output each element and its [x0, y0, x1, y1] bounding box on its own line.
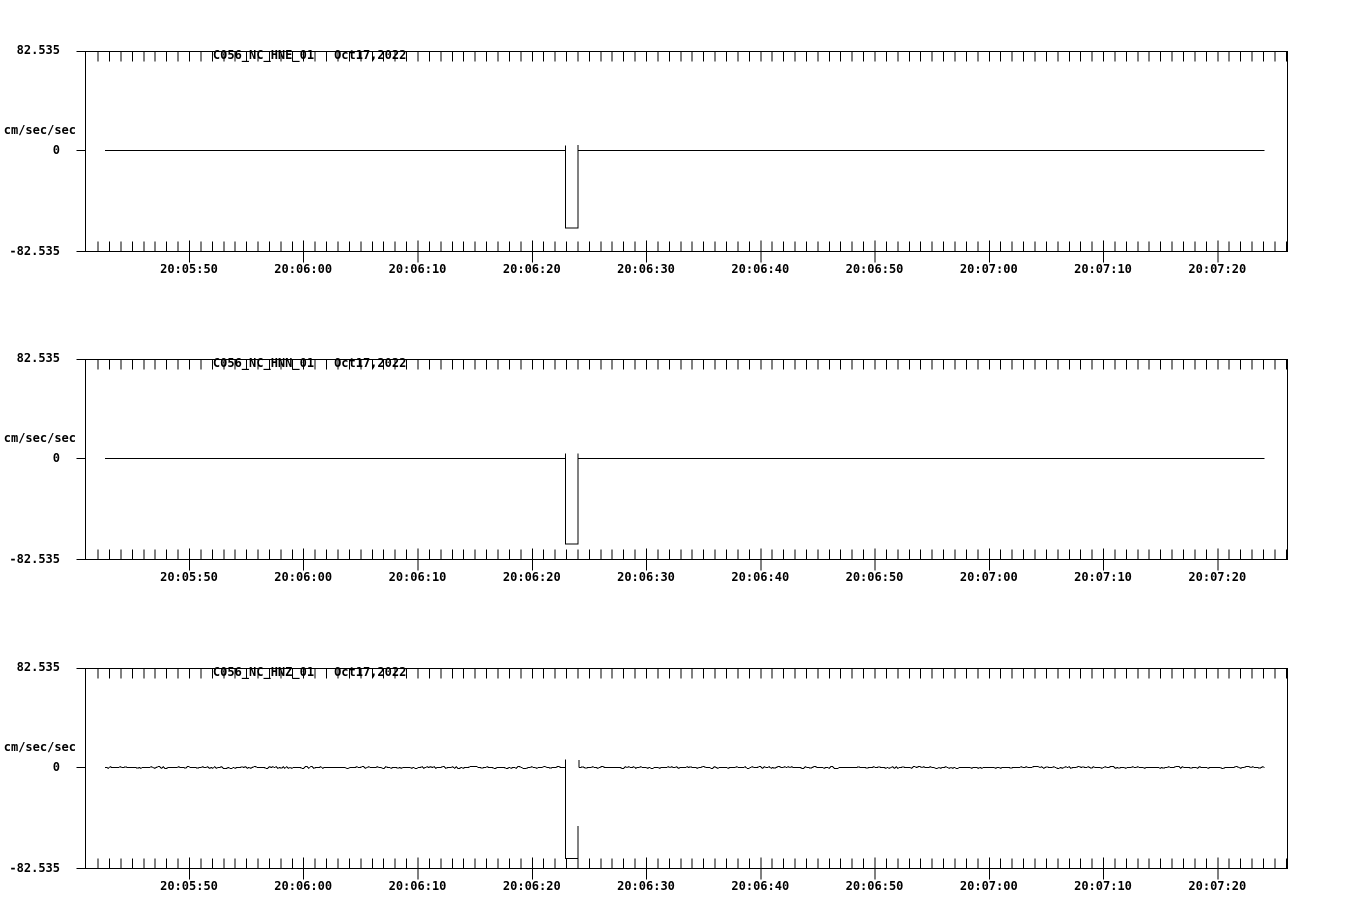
y-axis-zero-label: 0	[52, 451, 60, 465]
time-tick-label: 20:06:10	[388, 262, 447, 276]
y-axis-max-label: 82.535	[16, 351, 60, 365]
seismogram-panel-hne: C056_NC_HNE_01 Oct17,2022 82.535 cm/sec/s…	[0, 44, 1358, 291]
plot-frame	[86, 669, 1288, 869]
time-tick-label: 20:06:30	[617, 879, 675, 893]
major-time-ticks	[190, 549, 1218, 571]
waveform-trace	[105, 145, 1265, 228]
time-tick-label: 20:06:40	[731, 570, 790, 584]
time-tick-label: 20:05:50	[160, 262, 218, 276]
waveform-trace	[579, 767, 1265, 769]
time-tick-label: 20:07:20	[1188, 879, 1247, 893]
time-tick-label: 20:06:30	[617, 262, 675, 276]
major-time-ticks	[190, 241, 1218, 263]
time-tick-label: 20:06:10	[388, 879, 447, 893]
plot-frame	[86, 360, 1288, 560]
y-axis-max-label: 82.535	[16, 660, 60, 674]
y-axis-min-label: -82.535	[9, 244, 60, 258]
time-tick-label: 20:07:00	[959, 262, 1018, 276]
y-axis-min-label: -82.535	[9, 552, 60, 566]
time-tick-label: 20:07:00	[959, 879, 1018, 893]
time-tick-label: 20:06:40	[731, 879, 790, 893]
time-tick-label: 20:07:00	[959, 570, 1018, 584]
time-tick-label: 20:06:20	[502, 879, 561, 893]
waveform-trace	[565, 760, 578, 859]
time-tick-label: 20:06:10	[388, 570, 447, 584]
amplitude-ticks	[77, 669, 86, 869]
amplitude-ticks	[77, 360, 86, 560]
time-tick-label: 20:07:10	[1074, 262, 1132, 276]
panel-title: C056_NC_HNZ_01 Oct17,2022	[184, 651, 406, 679]
y-axis-max-label: 82.535	[16, 43, 60, 57]
minor-time-ticks	[98, 360, 1286, 560]
waveform-trace	[105, 454, 1265, 545]
time-tick-label: 20:06:00	[274, 262, 333, 276]
time-tick-label: 20:07:10	[1074, 570, 1132, 584]
waveform-trace	[105, 767, 565, 769]
y-axis-min-label: -82.535	[9, 861, 60, 875]
waveform-plot-hnn	[85, 359, 1287, 575]
panel-title: C056_NC_HNE_01 Oct17,2022	[184, 34, 406, 62]
time-tick-label: 20:07:20	[1188, 570, 1247, 584]
waveform-plot-hnz	[85, 668, 1287, 884]
time-tick-label: 20:06:50	[845, 879, 904, 893]
y-axis-zero-label: 0	[52, 143, 60, 157]
time-tick-label: 20:07:10	[1074, 879, 1132, 893]
time-tick-label: 20:05:50	[160, 570, 218, 584]
amplitude-ticks	[77, 52, 86, 252]
y-axis-zero-label: 0	[52, 760, 60, 774]
panel-title: C056_NC_HNN_01 Oct17,2022	[184, 342, 406, 370]
plot-frame	[86, 52, 1288, 252]
minor-time-ticks	[98, 52, 1286, 252]
minor-time-ticks	[98, 669, 1286, 869]
time-tick-label: 20:07:20	[1188, 262, 1247, 276]
seismogram-panel-hnz: C056_NC_HNZ_01 Oct17,2022 82.535 cm/sec/s…	[0, 661, 1358, 908]
time-tick-label: 20:06:50	[845, 570, 904, 584]
time-tick-label: 20:06:40	[731, 262, 790, 276]
time-tick-label: 20:06:30	[617, 570, 675, 584]
time-tick-label: 20:05:50	[160, 879, 218, 893]
time-tick-label: 20:06:00	[274, 570, 333, 584]
seismogram-panel-hnn: C056_NC_HNN_01 Oct17,2022 82.535 cm/sec/s…	[0, 352, 1358, 599]
y-axis-units-label: cm/sec/sec	[3, 123, 76, 137]
time-tick-label: 20:06:20	[502, 570, 561, 584]
time-tick-label: 20:06:20	[502, 262, 561, 276]
y-axis-units-label: cm/sec/sec	[3, 740, 76, 754]
y-axis-units-label: cm/sec/sec	[3, 431, 76, 445]
major-time-ticks	[190, 858, 1218, 880]
waveform-plot-hne	[85, 51, 1287, 267]
time-tick-label: 20:06:50	[845, 262, 904, 276]
time-tick-label: 20:06:00	[274, 879, 333, 893]
